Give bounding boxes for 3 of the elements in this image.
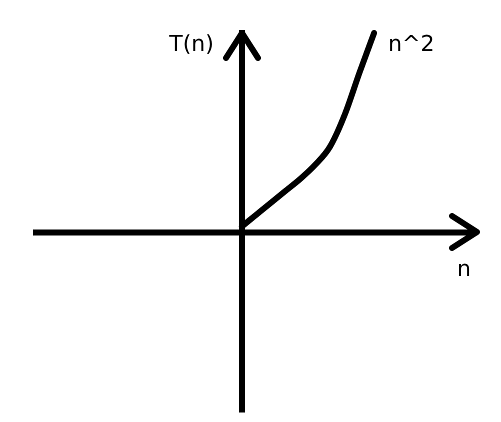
x-axis-title: n [457, 257, 471, 282]
y-axis-title: T(n) [169, 32, 214, 57]
series-label: n^2 [388, 32, 434, 57]
